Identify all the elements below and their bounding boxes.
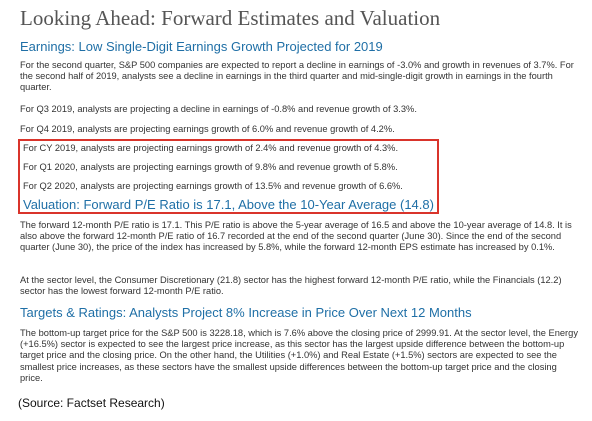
valuation-heading: Valuation: Forward P/E Ratio is 17.1, Ab… — [23, 197, 434, 212]
valuation-paragraph-2: At the sector level, the Consumer Discre… — [20, 275, 562, 297]
q1-2020-line: For Q1 2020, analysts are projecting ear… — [23, 162, 398, 172]
q3-2019-line: For Q3 2019, analysts are projecting a d… — [20, 104, 417, 114]
source-caption: (Source: Factset Research) — [18, 396, 165, 410]
q4-2019-line: For Q4 2019, analysts are projecting ear… — [20, 124, 395, 134]
cy-2019-line: For CY 2019, analysts are projecting ear… — [23, 143, 399, 153]
page-title: Looking Ahead: Forward Estimates and Val… — [20, 6, 441, 30]
earnings-heading: Earnings: Low Single-Digit Earnings Grow… — [20, 39, 383, 54]
earnings-paragraph: For the second quarter, S&P 500 companie… — [20, 60, 574, 93]
highlight-box: For CY 2019, analysts are projecting ear… — [18, 139, 439, 214]
targets-paragraph: The bottom-up target price for the S&P 5… — [20, 328, 578, 383]
targets-heading: Targets & Ratings: Analysts Project 8% I… — [20, 305, 472, 320]
valuation-paragraph-1: The forward 12-month P/E ratio is 17.1. … — [20, 220, 572, 253]
q2-2020-line: For Q2 2020, analysts are projecting ear… — [23, 181, 403, 191]
